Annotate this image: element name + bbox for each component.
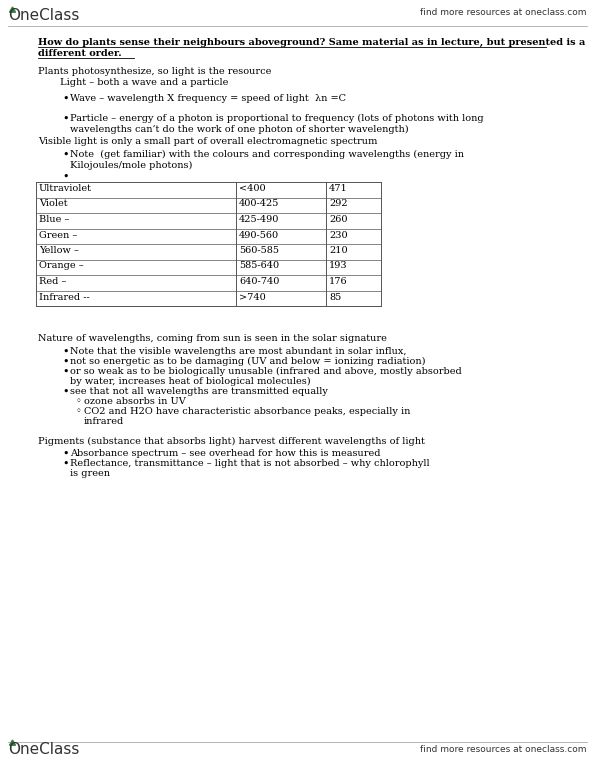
Text: •: • [62, 94, 68, 104]
Text: ◦: ◦ [76, 397, 82, 406]
Text: Orange –: Orange – [39, 262, 84, 270]
Text: 292: 292 [329, 199, 347, 209]
Text: •: • [62, 150, 68, 160]
Text: How do plants sense their neighbours aboveground? Same material as in lecture, b: How do plants sense their neighbours abo… [38, 38, 585, 47]
Text: ◦: ◦ [76, 407, 82, 416]
Text: 400-425: 400-425 [239, 199, 280, 209]
Text: 471: 471 [329, 184, 347, 193]
Text: Kilojoules/mole photons): Kilojoules/mole photons) [70, 161, 192, 170]
Text: •: • [62, 459, 68, 469]
Text: Visible light is only a small part of overall electromagnetic spectrum: Visible light is only a small part of ov… [38, 137, 377, 146]
Text: Ultraviolet: Ultraviolet [39, 184, 92, 193]
Text: Pigments (substance that absorbs light) harvest different wavelengths of light: Pigments (substance that absorbs light) … [38, 437, 425, 446]
Text: or so weak as to be biologically unusable (infrared and above, mostly absorbed: or so weak as to be biologically unusabl… [70, 367, 462, 376]
Text: Red –: Red – [39, 277, 67, 286]
Text: Yellow –: Yellow – [39, 246, 79, 255]
Text: wavelengths can’t do the work of one photon of shorter wavelength): wavelengths can’t do the work of one pho… [70, 125, 409, 134]
Text: •: • [62, 449, 68, 459]
Text: is green: is green [70, 469, 110, 478]
Text: 210: 210 [329, 246, 347, 255]
Text: Violet: Violet [39, 199, 68, 209]
Text: find more resources at oneclass.com: find more resources at oneclass.com [421, 8, 587, 17]
Text: •: • [62, 347, 68, 357]
Text: Note  (get familiar) with the colours and corresponding wavelengths (energy in: Note (get familiar) with the colours and… [70, 150, 464, 159]
Text: 193: 193 [329, 262, 347, 270]
Text: •: • [62, 387, 68, 397]
Text: 85: 85 [329, 293, 342, 302]
Text: Infrared --: Infrared -- [39, 293, 90, 302]
Text: Plants photosynthesize, so light is the resource: Plants photosynthesize, so light is the … [38, 67, 271, 76]
Text: Reflectance, transmittance – light that is not absorbed – why chlorophyll: Reflectance, transmittance – light that … [70, 459, 430, 468]
Text: 585-640: 585-640 [239, 262, 279, 270]
Text: ozone absorbs in UV: ozone absorbs in UV [84, 397, 186, 406]
Text: •: • [62, 357, 68, 367]
Text: find more resources at oneclass.com: find more resources at oneclass.com [421, 745, 587, 755]
Text: Note that the visible wavelengths are most abundant in solar influx,: Note that the visible wavelengths are mo… [70, 347, 406, 356]
Text: infrared: infrared [84, 417, 124, 426]
Text: <400: <400 [239, 184, 265, 193]
Text: Green –: Green – [39, 230, 77, 239]
Text: OneClass: OneClass [8, 742, 79, 758]
Text: different order.: different order. [38, 49, 121, 58]
Text: Blue –: Blue – [39, 215, 70, 224]
Text: OneClass: OneClass [8, 8, 79, 23]
Text: >740: >740 [239, 293, 266, 302]
Text: see that not all wavelengths are transmitted equally: see that not all wavelengths are transmi… [70, 387, 328, 396]
Text: Wave – wavelength X frequency = speed of light  λn =C: Wave – wavelength X frequency = speed of… [70, 94, 346, 103]
Text: not so energetic as to be damaging (UV and below = ionizing radiation): not so energetic as to be damaging (UV a… [70, 357, 425, 366]
Text: 176: 176 [329, 277, 347, 286]
Text: 260: 260 [329, 215, 347, 224]
Text: 640-740: 640-740 [239, 277, 280, 286]
Text: by water, increases heat of biological molecules): by water, increases heat of biological m… [70, 377, 311, 386]
Text: Nature of wavelengths, coming from sun is seen in the solar signature: Nature of wavelengths, coming from sun i… [38, 334, 387, 343]
Text: 425-490: 425-490 [239, 215, 280, 224]
Text: •: • [62, 114, 68, 124]
Text: 490-560: 490-560 [239, 230, 279, 239]
Text: CO2 and H2O have characteristic absorbance peaks, especially in: CO2 and H2O have characteristic absorban… [84, 407, 411, 416]
Text: •: • [62, 367, 68, 377]
Text: Light – both a wave and a particle: Light – both a wave and a particle [60, 78, 228, 87]
Text: 230: 230 [329, 230, 347, 239]
Text: Absorbance spectrum – see overhead for how this is measured: Absorbance spectrum – see overhead for h… [70, 449, 380, 458]
Text: 560-585: 560-585 [239, 246, 279, 255]
Text: Particle – energy of a photon is proportional to frequency (lots of photons with: Particle – energy of a photon is proport… [70, 114, 484, 123]
Text: •: • [62, 172, 68, 182]
